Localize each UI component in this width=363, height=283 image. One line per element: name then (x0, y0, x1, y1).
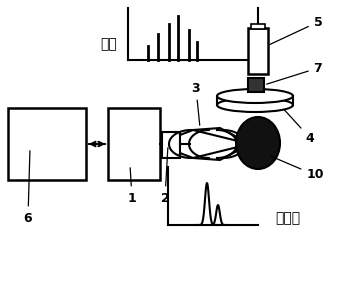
Text: 5: 5 (261, 16, 322, 49)
Ellipse shape (217, 89, 293, 103)
Text: 7: 7 (267, 61, 322, 84)
Text: 1: 1 (128, 168, 136, 205)
Text: 4: 4 (282, 107, 314, 145)
Text: 2: 2 (160, 148, 170, 205)
Ellipse shape (217, 98, 293, 112)
Text: 输出: 输出 (100, 37, 117, 51)
Bar (162, 132, 180, 158)
Bar (8, 108, 86, 180)
Text: 6: 6 (24, 151, 32, 224)
Ellipse shape (236, 117, 280, 169)
Bar (251, 24, 265, 29)
Bar (108, 108, 160, 180)
Text: 3: 3 (192, 82, 200, 125)
Bar (248, 78, 264, 92)
Text: 10: 10 (270, 156, 324, 181)
Text: 激发光: 激发光 (275, 211, 300, 225)
Bar (248, 28, 268, 74)
